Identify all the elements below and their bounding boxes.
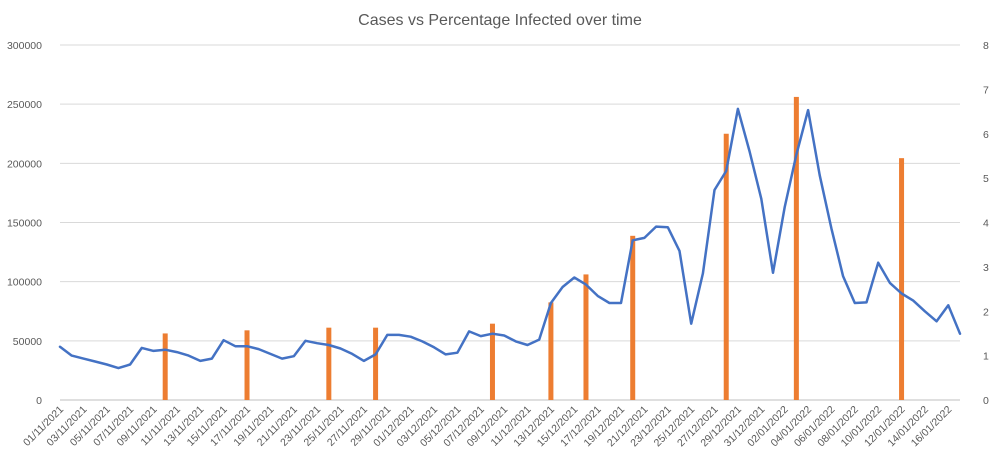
right-axis-ticks: 0 1 2 3 4 5 6 7 8 — [983, 40, 989, 407]
right-tick-label: 8 — [983, 40, 989, 52]
left-tick-label: 150000 — [7, 218, 42, 230]
bar — [244, 330, 250, 400]
bar — [548, 302, 554, 400]
left-tick-label: 200000 — [7, 158, 42, 170]
x-axis-ticks: 01/11/202103/11/202105/11/202107/11/2021… — [21, 404, 955, 450]
bar — [373, 327, 379, 400]
chart-title: Cases vs Percentage Infected over time — [358, 12, 642, 29]
right-tick-label: 5 — [983, 173, 989, 185]
right-tick-label: 4 — [983, 218, 989, 230]
bar — [326, 327, 332, 400]
right-tick-label: 0 — [983, 395, 989, 407]
right-tick-label: 7 — [983, 84, 989, 96]
right-tick-label: 3 — [983, 262, 989, 274]
right-tick-label: 6 — [983, 129, 989, 141]
left-tick-label: 50000 — [13, 336, 42, 348]
bar — [583, 274, 589, 400]
left-tick-label: 100000 — [7, 277, 42, 289]
bar — [630, 235, 636, 400]
bar — [489, 323, 495, 400]
bar-series — [162, 96, 905, 400]
left-tick-label: 250000 — [7, 99, 42, 111]
gridlines — [60, 44, 960, 401]
left-tick-label: 0 — [36, 395, 42, 407]
right-tick-label: 1 — [983, 351, 989, 363]
bar — [162, 333, 168, 400]
series-line — [58, 107, 962, 370]
right-tick-label: 2 — [983, 306, 989, 318]
left-axis-ticks: 0 50000 100000 150000 200000 250000 300000 — [7, 40, 42, 407]
bar — [723, 133, 729, 400]
left-tick-label: 300000 — [7, 40, 42, 52]
line-series — [58, 107, 962, 370]
bar — [899, 158, 905, 400]
bar — [793, 96, 799, 400]
